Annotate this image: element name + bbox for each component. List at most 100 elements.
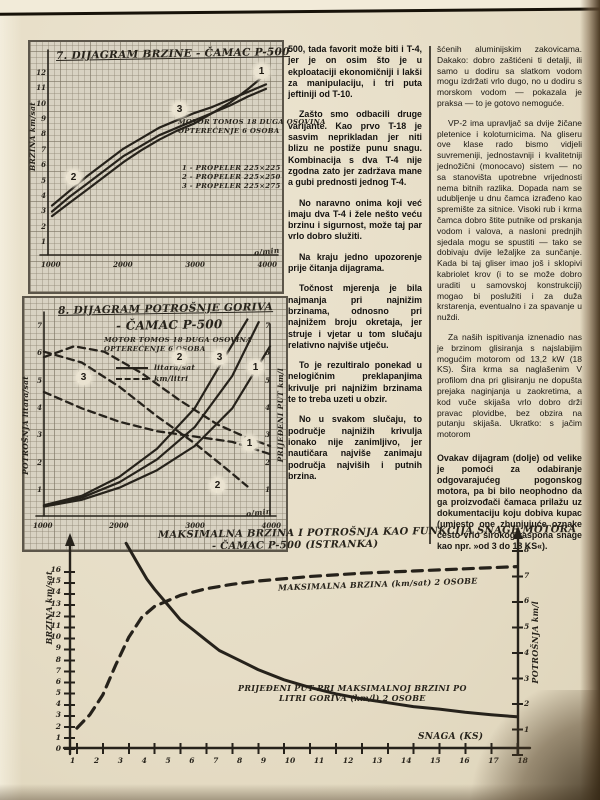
tick-label: 3 [117, 756, 123, 765]
curve-kml-3 [42, 345, 272, 448]
curve-propeller-3 [50, 83, 268, 207]
tick-label: 1 [265, 484, 270, 494]
tick-label: 7 [41, 144, 46, 154]
tick-label: 9 [41, 114, 46, 124]
tick-label: 7 [265, 321, 270, 330]
tick-label: 4000 [257, 260, 277, 269]
tick-label: 9 [55, 643, 61, 653]
fuel-chart-panel: 8. DIJAGRAM POTROŠNJE GORIVA - ČAMAC P-5… [21, 296, 288, 552]
curve-label-lph-3: 3 [212, 350, 227, 365]
curve-label-2: 2 [66, 170, 81, 185]
chart2-right-axis-label: PRIJEĐENI PUT km/l [276, 368, 285, 463]
chart2-note-line1: MOTOR TOMOS 18 DUGA OSOVINA [104, 336, 252, 344]
tick-label: 0 [55, 744, 61, 753]
tick-label: 5 [265, 375, 270, 385]
tick-label: 15 [50, 576, 61, 586]
paragraph: Ovakav dijagram (dolje) od velike je pom… [437, 452, 582, 551]
tick-label: 9 [260, 756, 267, 765]
tick-label: 6 [37, 348, 42, 358]
paragraph: šćenih aluminijskim zakovicama. Dakako: … [437, 44, 582, 108]
paragraph: 500, tada favorit može biti i T-4, jer j… [288, 44, 422, 100]
power-chart-left-ticks: 16 15 14 13 12 11 10 9 8 7 6 5 4 3 2 1 0 [48, 566, 61, 753]
tick-label: 10 [284, 756, 296, 765]
tick-label: 2000 [109, 521, 129, 530]
tick-label: 3000 [185, 521, 205, 530]
chart2-x-ticks: 1000 2000 3000 4000 [33, 522, 281, 530]
tick-label: 6 [189, 756, 195, 765]
tick-label: 11 [313, 756, 325, 765]
x-tick-marks [76, 743, 521, 754]
distance-curve-label-line2: LITRI GORIVA (km/l) 2 OSOBE [279, 693, 426, 703]
paragraph: To je rezultiralo ponekad u nelogičnim p… [288, 360, 422, 405]
tick-label: 2 [265, 457, 270, 467]
tick-label: 1 [37, 484, 42, 494]
tick-label: 13 [50, 598, 61, 608]
tick-label: 6 [265, 348, 270, 358]
tick-label: 3 [41, 206, 46, 216]
tick-label: 11 [50, 620, 61, 630]
right-axis-arrow [513, 526, 523, 539]
curve-label-kml-1: 1 [242, 436, 257, 451]
chart2-legend: litara/sat km/litri [116, 362, 195, 384]
tick-label: 8 [524, 545, 530, 554]
tick-label: 8 [55, 654, 61, 664]
chart1-note: MOTOR TOMOS 18 DUGA OSOVINA OPTEREĆENJE … [178, 118, 326, 136]
right-text-column: šćenih aluminijskim zakovicama. Dakako: … [437, 44, 582, 561]
chart1-note-line2: OPTEREĆENJE 6 OSOBA [178, 127, 280, 135]
tick-label: 1000 [41, 260, 61, 269]
speed-chart-panel: 7. DIJAGRAM BRZINE - ČAMAC P-500 MOTOR T… [28, 40, 325, 294]
right-tick-marks [512, 550, 523, 756]
tick-label: 12 [50, 609, 61, 619]
distance-per-litre-curve [124, 541, 519, 719]
dashed-line-swatch [116, 377, 148, 380]
tick-label: 8 [41, 129, 46, 139]
tick-label: 3000 [185, 260, 205, 269]
legend-solid-label: litara/sat [154, 363, 196, 372]
legend-dashed-row: km/litri [116, 373, 195, 384]
legend-dashed-label: km/litri [154, 374, 189, 383]
tick-label: 3 [37, 430, 42, 440]
middle-text-column: 500, tada favorit može biti i T-4, jer j… [288, 44, 422, 491]
paragraph: VP-2 ima upravljač sa dvije žičane plete… [437, 117, 582, 323]
left-tick-marks [64, 570, 75, 750]
chart1-y-ticks: 12 11 10 9 8 7 6 5 4 3 2 1 [35, 69, 46, 246]
chart1-propeller-legend: 1 - PROPELER 225×225 2 - PROPELER 225×25… [182, 164, 281, 191]
tick-label: 2 [37, 457, 42, 467]
distance-curve-label-line1: PRIJEĐENI PUT PRI MAKSIMALNOJ BRZINI PO [238, 683, 467, 693]
tick-label: 2 [93, 756, 100, 765]
paragraph: Zašto smo odbacili druge varijante. Kao … [288, 109, 422, 188]
tick-label: 4 [41, 190, 46, 200]
chart1-x-ticks: 1000 2000 3000 4000 [41, 261, 277, 269]
tick-label: 3 [55, 710, 61, 720]
tick-label: 5 [41, 175, 46, 185]
power-chart-title-line2: - ČAMAC P-500 (ISTRANKA) [211, 538, 379, 553]
chart2-right-ticks: 7 6 5 4 3 2 1 [262, 322, 270, 494]
tick-label: 4 [55, 699, 61, 709]
paragraph: Na kraju jedno upozorenje prije čitanja … [288, 251, 422, 274]
curve-kml-2 [42, 350, 249, 488]
chart2-left-axis-label: POTROŠNJA litara/sat [21, 376, 30, 475]
curve-label-3: 3 [172, 102, 187, 117]
tick-label: 10 [36, 98, 46, 108]
chart2-note-line2: OPTEREĆENJE 6 OSOBA [104, 345, 206, 353]
legend-propeller-3: 3 - PROPELER 225×275 [182, 182, 281, 190]
curve-label-lph-1: 1 [248, 360, 263, 375]
chart2-note: MOTOR TOMOS 18 DUGA OSOVINA OPTEREĆENJE … [104, 336, 252, 354]
paragraph: Za naših ispitivanja iznenadio nas je br… [437, 331, 582, 440]
tick-label: 3 [265, 430, 270, 440]
tick-label: 3 [524, 673, 530, 683]
tick-label: 5 [165, 756, 171, 765]
page-top-edge [0, 0, 600, 16]
tick-label: 5 [55, 688, 61, 698]
tick-label: 12 [36, 68, 46, 77]
tick-label: 15 [430, 756, 441, 765]
fuel-chart-svg [35, 311, 277, 517]
curve-label-1: 1 [254, 64, 269, 79]
tick-label: 1000 [33, 521, 53, 530]
tick-label: 6 [55, 676, 61, 686]
curve-lph-1 [42, 345, 272, 508]
solid-line-swatch [116, 366, 148, 369]
tick-label: 5 [524, 622, 530, 632]
tick-label: 7 [37, 321, 42, 330]
